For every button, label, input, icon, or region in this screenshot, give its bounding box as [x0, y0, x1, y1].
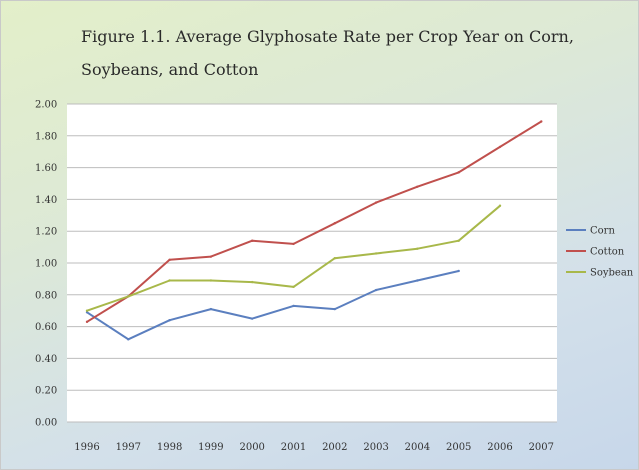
data-point-cotton [85, 320, 89, 324]
y-tick-label: 0.00 [35, 418, 57, 429]
data-point-soybean [168, 279, 171, 282]
x-tick-label: 2006 [487, 442, 512, 453]
data-point-corn [416, 279, 419, 282]
chart-title-line-1: Figure 1.1. Average Glyphosate Rate per … [81, 27, 574, 46]
data-point-soybean [209, 279, 213, 282]
data-point-soybean [498, 204, 502, 207]
x-tick-label: 2003 [363, 442, 388, 453]
data-point-corn [251, 317, 254, 320]
data-point-cotton [251, 239, 254, 242]
y-tick-label: 2.00 [35, 100, 57, 111]
data-point-soybean [85, 309, 89, 312]
y-tick-label: 1.80 [35, 131, 57, 142]
x-tick-label: 2004 [405, 442, 430, 453]
x-tick-label: 2000 [239, 442, 264, 453]
data-point-soybean [333, 257, 336, 260]
data-point-soybean [416, 247, 419, 250]
data-point-cotton [209, 255, 213, 258]
data-point-corn [333, 307, 336, 311]
data-point-cotton [168, 258, 171, 262]
data-point-cotton [374, 201, 378, 204]
data-point-cotton [540, 120, 543, 123]
x-tick-label: 2001 [281, 442, 306, 453]
series-line-cotton [86, 120, 542, 323]
data-point-soybean [127, 295, 130, 298]
y-tick-label: 0.20 [35, 386, 57, 397]
y-tick-label: 1.00 [35, 259, 57, 270]
x-tick-label: 1999 [198, 442, 223, 453]
data-point-corn [292, 304, 295, 308]
legend-label-corn: Corn [590, 226, 615, 237]
x-tick-label: 2007 [529, 442, 554, 453]
x-tick-label: 1996 [74, 442, 99, 453]
y-tick-label: 0.80 [35, 290, 57, 301]
y-tick-label: 1.20 [35, 227, 57, 238]
data-point-corn [374, 288, 378, 292]
data-point-corn [127, 338, 130, 341]
data-point-soybean [292, 285, 295, 289]
chart-title-line-2: Soybeans, and Cotton [81, 60, 259, 79]
x-tick-label: 2002 [322, 442, 347, 453]
legend-label-cotton: Cotton [590, 247, 625, 258]
y-tick-label: 0.40 [35, 354, 57, 365]
y-tick-label: 1.60 [35, 163, 57, 174]
data-point-soybean [251, 280, 254, 284]
data-point-corn [209, 307, 213, 311]
x-tick-label: 2005 [446, 442, 471, 453]
data-point-cotton [416, 185, 419, 188]
y-tick-label: 1.40 [35, 195, 57, 206]
y-tick-label: 0.60 [35, 322, 57, 333]
data-point-cotton [498, 145, 502, 149]
data-point-cotton [333, 222, 336, 225]
x-tick-label: 1997 [116, 442, 141, 453]
data-point-cotton [457, 171, 460, 174]
data-point-cotton [292, 242, 295, 246]
data-point-soybean [374, 252, 378, 255]
data-point-corn [168, 319, 171, 322]
series-line-corn [86, 270, 459, 341]
data-point-soybean [457, 239, 460, 242]
legend-label-soybean: Soybean [590, 268, 634, 279]
data-point-corn [457, 269, 460, 273]
x-tick-label: 1998 [157, 442, 182, 453]
